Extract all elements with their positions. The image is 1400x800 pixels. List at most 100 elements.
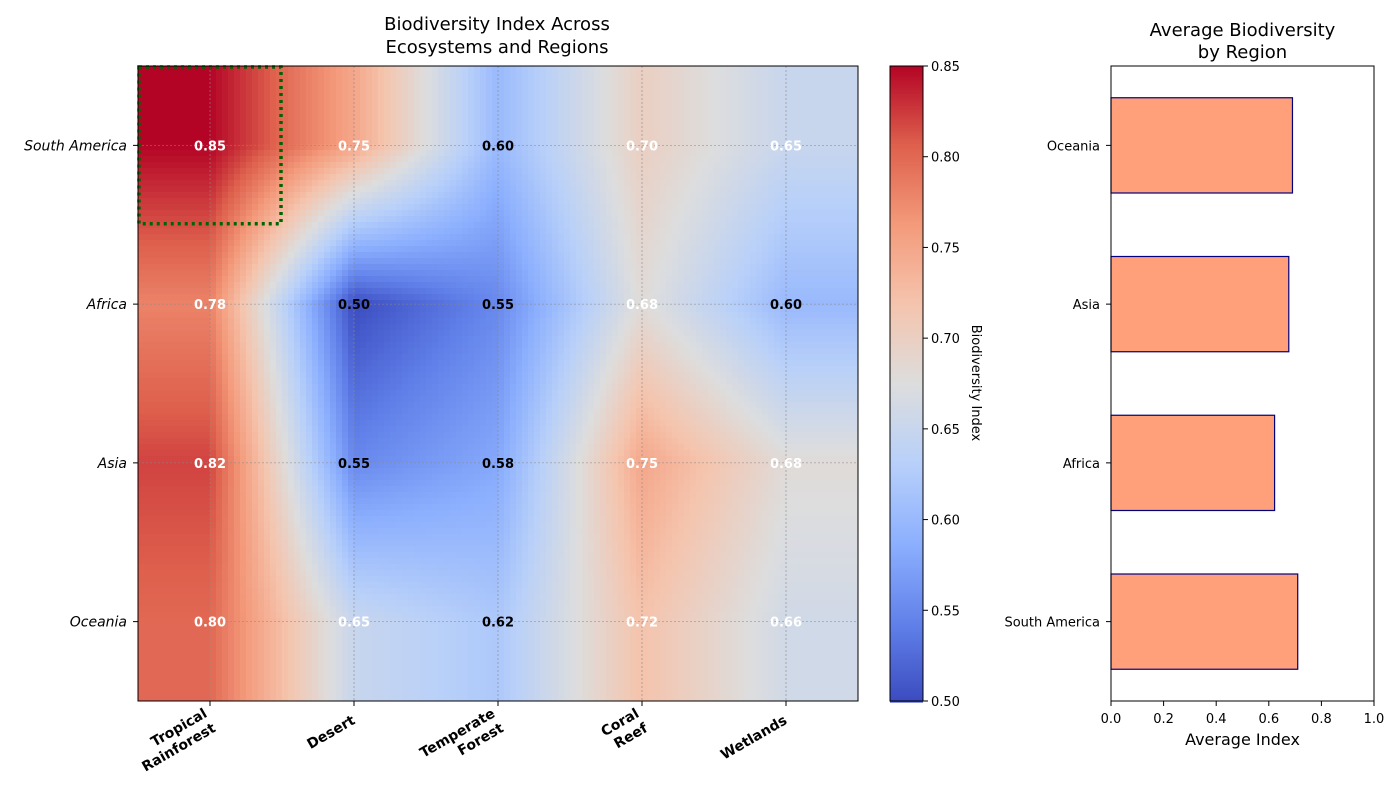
heatmap-pixel	[396, 96, 403, 103]
heatmap-pixel	[504, 306, 511, 313]
heatmap-pixel	[438, 222, 445, 229]
heatmap-pixel	[276, 276, 283, 283]
heatmap-pixel	[804, 78, 811, 85]
heatmap-pixel	[168, 144, 175, 151]
heatmap-pixel	[750, 228, 757, 235]
heatmap-pixel	[246, 264, 253, 271]
heatmap-pixel	[444, 294, 451, 301]
heatmap-pixel	[570, 240, 577, 247]
heatmap-pixel	[312, 114, 319, 121]
heatmap-pixel	[144, 132, 151, 139]
heatmap-pixel	[756, 72, 763, 79]
heatmap-pixel	[192, 312, 199, 319]
heatmap-pixel	[558, 306, 565, 313]
heatmap-pixel	[684, 246, 691, 253]
heatmap-pixel	[144, 108, 151, 115]
heatmap-pixel	[768, 300, 775, 307]
heatmap-pixel	[618, 168, 625, 175]
heatmap-pixel	[360, 108, 367, 115]
heatmap-pixel	[804, 276, 811, 283]
heatmap-pixel	[606, 72, 613, 79]
heatmap-pixel	[504, 276, 511, 283]
heatmap-pixel	[414, 162, 421, 169]
heatmap-pixel	[594, 186, 601, 193]
heatmap-pixel	[138, 198, 145, 205]
heatmap-pixel	[492, 210, 499, 217]
heatmap-pixel	[228, 204, 235, 211]
heatmap-pixel	[216, 192, 223, 199]
heatmap-pixel	[462, 306, 469, 313]
heatmap-pixel	[636, 216, 643, 223]
heatmap-pixel	[666, 132, 673, 139]
heatmap-pixel	[768, 174, 775, 181]
heatmap-pixel	[390, 108, 397, 115]
heatmap-pixel	[654, 288, 661, 295]
heatmap-pixel	[336, 180, 343, 187]
heatmap-pixel	[522, 84, 529, 91]
heatmap-pixel	[216, 246, 223, 253]
heatmap-pixel	[564, 198, 571, 205]
heatmap-pixel	[372, 102, 379, 109]
heatmap-pixel	[558, 132, 565, 139]
heatmap-pixel	[690, 162, 697, 169]
heatmap-pixel	[510, 102, 517, 109]
heatmap-pixel	[174, 186, 181, 193]
heatmap-pixel	[642, 192, 649, 199]
heatmap-pixel	[792, 84, 799, 91]
heatmap-pixel	[372, 306, 379, 313]
heatmap-pixel	[324, 210, 331, 217]
heatmap-pixel	[786, 138, 793, 145]
heatmap-pixel	[258, 156, 265, 163]
heatmap-pixel	[348, 276, 355, 283]
heatmap-pixel	[774, 150, 781, 157]
heatmap-pixel	[834, 264, 841, 271]
heatmap-pixel	[144, 120, 151, 127]
heatmap-pixel	[660, 294, 667, 301]
heatmap-pixel	[186, 138, 193, 145]
heatmap-pixel	[348, 306, 355, 313]
heatmap-pixel	[156, 120, 163, 127]
heatmap-pixel	[528, 216, 535, 223]
heatmap-pixel	[546, 168, 553, 175]
heatmap-pixel	[414, 198, 421, 205]
heatmap-pixel	[480, 132, 487, 139]
heatmap-pixel	[390, 72, 397, 79]
heatmap-pixel	[618, 234, 625, 241]
heatmap-pixel	[498, 204, 505, 211]
heatmap-pixel	[738, 252, 745, 259]
heatmap-pixel	[198, 126, 205, 133]
heatmap-pixel	[612, 294, 619, 301]
heatmap-pixel	[600, 144, 607, 151]
heatmap-pixel	[180, 84, 187, 91]
heatmap-pixel	[822, 78, 829, 85]
heatmap-pixel	[570, 126, 577, 133]
heatmap-pixel	[612, 96, 619, 103]
heatmap-pixel	[636, 180, 643, 187]
heatmap-pixel	[186, 168, 193, 175]
heatmap-pixel	[852, 306, 858, 313]
heatmap-pixel	[150, 102, 157, 109]
heatmap-pixel	[138, 210, 145, 217]
heatmap-pixel	[660, 108, 667, 115]
heatmap-pixel	[438, 84, 445, 91]
heatmap-pixel	[510, 228, 517, 235]
heatmap-pixel	[324, 108, 331, 115]
heatmap-pixel	[282, 180, 289, 187]
heatmap-pixel	[756, 234, 763, 241]
heatmap-pixel	[756, 210, 763, 217]
heatmap-pixel	[192, 216, 199, 223]
heatmap-pixel	[618, 276, 625, 283]
heatmap-pixel	[582, 132, 589, 139]
heatmap-pixel	[558, 168, 565, 175]
heatmap-pixel	[384, 300, 391, 307]
heatmap-pixel	[618, 198, 625, 205]
heatmap-pixel	[492, 162, 499, 169]
heatmap-pixel	[726, 102, 733, 109]
heatmap-pixel	[828, 240, 835, 247]
heatmap-pixel	[678, 294, 685, 301]
heatmap-pixel	[156, 144, 163, 151]
heatmap-pixel	[300, 186, 307, 193]
heatmap-pixel	[216, 84, 223, 91]
heatmap-pixel	[630, 132, 637, 139]
